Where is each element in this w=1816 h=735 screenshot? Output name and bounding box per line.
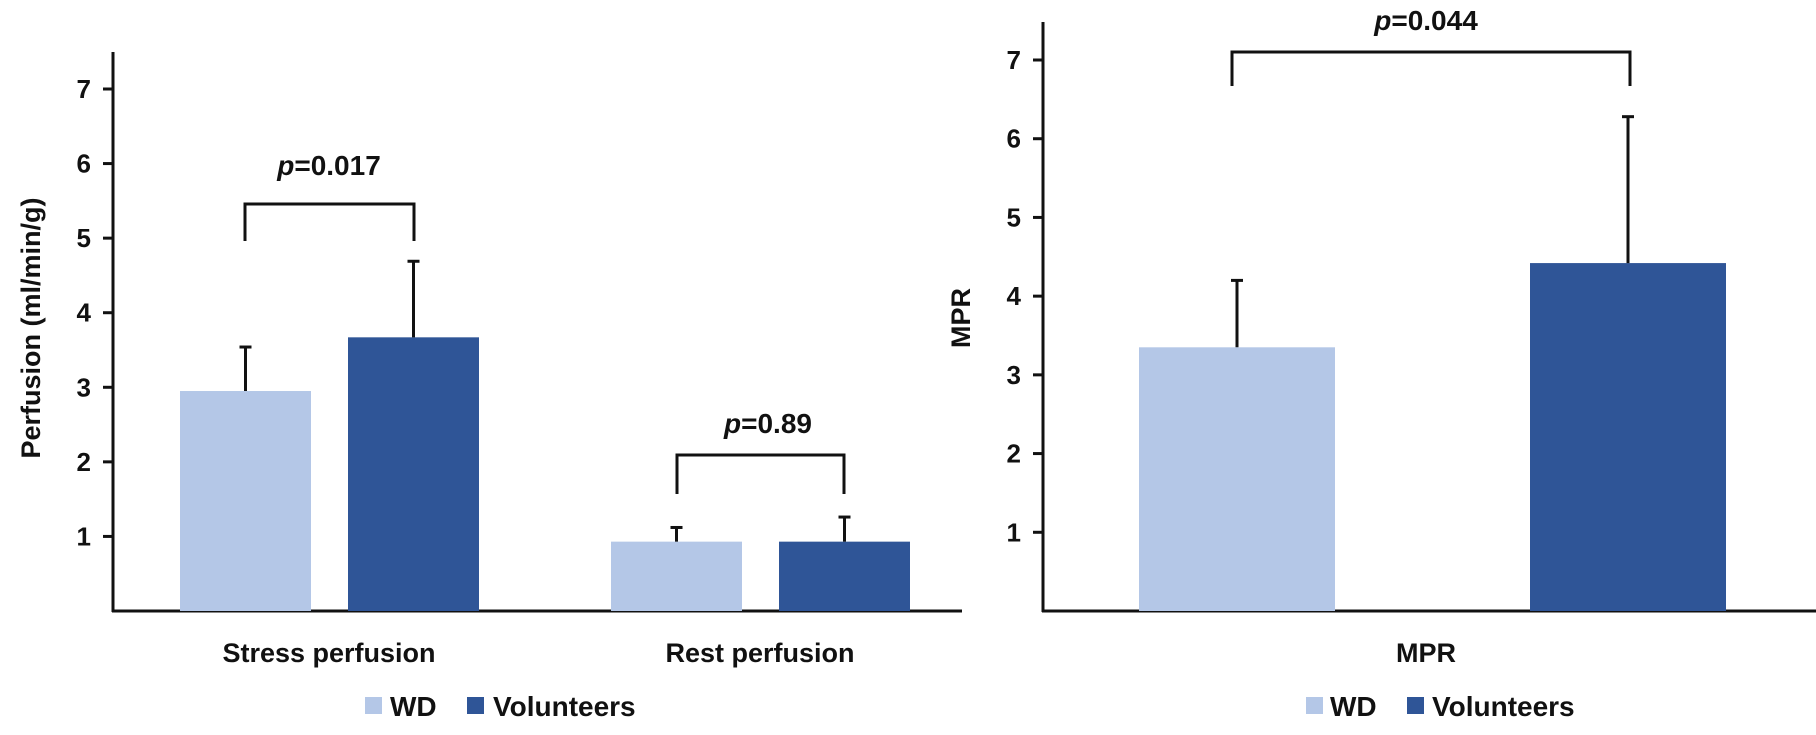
chart-1-significance-bracket: [675, 453, 846, 494]
chart-1-significance-bracket: [243, 202, 416, 241]
chart-1-legend-label-wd: WD: [390, 691, 437, 722]
chart-1-p-symbol: p: [723, 408, 741, 439]
chart-1-bar-wd-1: [180, 391, 311, 611]
chart-1-x-category-label: Stress perfusion: [222, 638, 435, 668]
chart-2-legend-swatch-volunteers: [1407, 697, 1424, 714]
chart-1-y-tick-label: 4: [77, 298, 92, 328]
chart-1-bar-volunteers-2: [779, 541, 910, 611]
chart-2-y-tick-label: 1: [1007, 517, 1021, 547]
chart-1-p-symbol: p: [276, 150, 294, 181]
chart-2-p-symbol: p: [1373, 5, 1391, 36]
chart-2-y-tick-label: 6: [1007, 124, 1021, 154]
chart-1-x-category-label: Rest perfusion: [665, 638, 854, 668]
chart-1-legend-label-volunteers: Volunteers: [493, 691, 636, 722]
chart-2-bar-volunteers-1: [1530, 263, 1726, 611]
chart-2-y-tick-label: 5: [1007, 202, 1021, 232]
chart-1-y-tick-label: 2: [77, 447, 91, 477]
chart-1-bar-wd-2: [611, 541, 742, 611]
chart-1-y-tick-label: 5: [77, 223, 91, 253]
chart-1-legend-swatch-wd: [365, 697, 382, 714]
chart-1-legend-swatch-volunteers: [467, 697, 484, 714]
chart-2-y-tick-label: 4: [1007, 281, 1022, 311]
chart-1-y-axis-label: Perfusion (ml/min/g): [16, 197, 46, 458]
chart-2-y-tick-label: 7: [1007, 45, 1021, 75]
chart-1-y-tick-label: 1: [77, 521, 91, 551]
chart-2-legend-label-volunteers: Volunteers: [1432, 691, 1575, 722]
chart-1-p-value: =0.017: [294, 150, 380, 181]
chart-1-p-value-label: p=0.89: [723, 408, 812, 439]
chart-1-bar-volunteers-1: [348, 337, 479, 611]
chart-2-x-category-label: MPR: [1396, 638, 1456, 668]
chart-1-y-tick-label: 7: [77, 74, 91, 104]
chart-1-y-tick-label: 6: [77, 149, 91, 179]
chart-2-y-tick-label: 3: [1007, 360, 1021, 390]
chart-2-legend-swatch-wd: [1306, 697, 1323, 714]
chart-2-p-value-label: p=0.044: [1373, 5, 1478, 36]
chart-2-legend-label-wd: WD: [1330, 691, 1377, 722]
chart-2-p-value: =0.044: [1391, 5, 1478, 36]
chart-1-y-tick-label: 3: [77, 372, 91, 402]
chart-1-p-value: =0.89: [741, 408, 812, 439]
chart-1-p-value-label: p=0.017: [276, 150, 381, 181]
chart-2-y-tick-label: 2: [1007, 439, 1021, 469]
chart-2-y-axis-label: MPR: [946, 288, 976, 348]
chart-2-significance-bracket: [1230, 50, 1632, 86]
chart-2-bar-wd-1: [1139, 347, 1335, 611]
